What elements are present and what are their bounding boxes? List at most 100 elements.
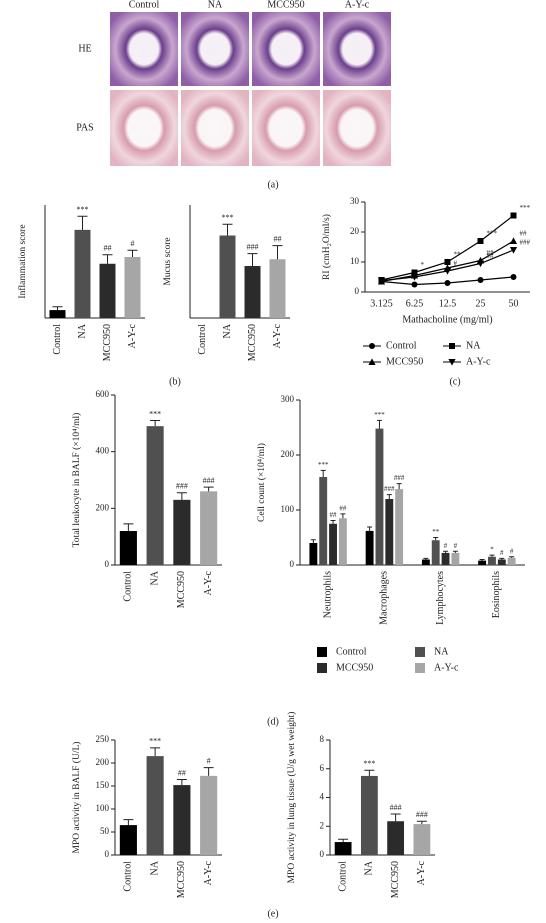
y-axis-label: Inflammation score: [17, 224, 28, 298]
y-tick-label: 10: [350, 256, 360, 266]
marker: [509, 237, 518, 244]
significance-label: ###: [247, 242, 259, 251]
panel-label: (c): [449, 376, 460, 387]
error-bar: [123, 523, 134, 531]
marker: [444, 259, 451, 265]
bar: [360, 775, 378, 855]
x-tick-label: Eosinophils: [491, 571, 502, 618]
x-tick-label: NA: [149, 570, 160, 585]
x-tick-label: 6.25: [406, 298, 424, 309]
legend-label: NA: [434, 646, 449, 657]
significance-label: *: [490, 546, 494, 554]
y-tick-label: 20: [350, 226, 360, 236]
panel-label: (e): [267, 908, 278, 919]
bar: [173, 499, 191, 565]
marker: [477, 238, 484, 244]
legend-label: A-Y-c: [466, 356, 491, 367]
pas-image: [323, 90, 391, 166]
error-bar: [423, 557, 429, 560]
bar: [49, 310, 66, 318]
x-tick-label: 25: [476, 298, 486, 309]
x-tick-label: A-Y-c: [203, 860, 214, 885]
error-bar: [52, 306, 63, 311]
significance-label: #: [131, 239, 135, 248]
x-tick-label: Control: [197, 324, 208, 355]
significance-label: *: [421, 261, 425, 269]
y-tick-label: 100: [281, 504, 295, 514]
error-bar: [102, 254, 113, 264]
significance-label: **: [432, 528, 440, 536]
error-bar: [320, 469, 326, 477]
x-tick-label: Control: [123, 571, 134, 602]
pas-image: [252, 90, 320, 166]
significance-label: ##: [104, 244, 112, 253]
y-tick-label: 0: [320, 849, 325, 859]
legend-swatch: [415, 647, 425, 657]
he-image: [252, 12, 320, 86]
significance-label: ###: [394, 474, 405, 482]
y-tick-label: 600: [96, 389, 110, 399]
bar: [146, 426, 164, 565]
error-bar: [489, 554, 495, 557]
x-tick-label: MCC950: [390, 861, 401, 898]
marker: [368, 358, 376, 365]
bar: [99, 263, 116, 318]
x-tick-label: Control: [337, 861, 348, 892]
bar: [309, 543, 318, 565]
marker: [410, 274, 419, 281]
column-label: A-Y-c: [345, 0, 370, 10]
column-label: NA: [208, 0, 223, 10]
bar: [413, 824, 431, 855]
y-tick-label: 200: [96, 502, 110, 512]
bar: [365, 530, 374, 565]
x-tick-label: Lymphocytes: [435, 571, 446, 625]
error-bar: [272, 245, 283, 260]
marker: [477, 277, 484, 283]
bar: [119, 531, 137, 565]
x-tick-label: MCC950: [102, 324, 113, 361]
bar: [451, 552, 460, 565]
error-bar: [499, 557, 505, 560]
marker: [510, 274, 517, 280]
row-label: PAS: [76, 122, 93, 133]
error-bar: [338, 838, 349, 843]
significance-label: **: [454, 251, 462, 259]
significance-label: ***: [363, 759, 375, 768]
y-tick-label: 4: [320, 792, 325, 802]
error-bar: [479, 559, 485, 561]
bar: [338, 518, 347, 565]
bar: [269, 259, 286, 318]
bar: [173, 785, 191, 855]
x-tick-label: 3.125: [370, 298, 393, 309]
bar: [441, 552, 450, 565]
bar: [478, 560, 487, 565]
x-tick-label: A-Y-c: [416, 860, 427, 885]
bar: [421, 559, 430, 565]
error-bar: [150, 420, 161, 427]
bar: [74, 229, 91, 318]
significance-label: ***: [222, 213, 234, 222]
y-tick-label: 50: [100, 826, 110, 836]
y-tick-label: 200: [281, 449, 295, 459]
he-image: [181, 12, 249, 86]
error-bar: [330, 519, 336, 524]
y-tick-label: 150: [96, 780, 110, 790]
marker: [411, 281, 418, 288]
panel-label: (d): [267, 716, 279, 727]
y-axis-label: Total leukocyte in BALF (×10⁴/ml): [71, 413, 82, 548]
row-label: HE: [78, 43, 91, 54]
y-tick-label: 100: [96, 803, 110, 813]
error-bar: [433, 537, 439, 541]
bar: [244, 266, 261, 318]
significance-label: ***: [520, 204, 531, 212]
bar: [387, 821, 405, 855]
significance-label: ##: [487, 249, 495, 257]
x-tick-label: NA: [77, 323, 88, 338]
y-tick-label: 250: [96, 734, 110, 744]
error-bar: [310, 539, 316, 543]
x-tick-label: A-Y-c: [203, 570, 214, 595]
error-bar: [176, 492, 187, 500]
error-bar: [376, 419, 382, 429]
significance-label: ##: [330, 511, 338, 519]
